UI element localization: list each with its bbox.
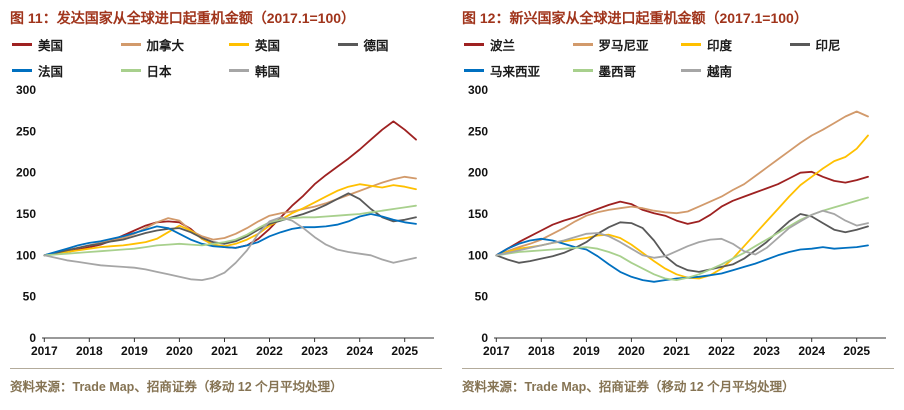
y-tick-label: 150 xyxy=(468,207,488,221)
legend-marker-icon xyxy=(229,43,249,46)
x-tick-label: 2018 xyxy=(528,344,555,358)
legend-label: 法国 xyxy=(38,65,64,79)
legend-developed: 美国 加拿大 英国 德国法国 日本 韩国 xyxy=(12,35,442,80)
y-tick-label: 200 xyxy=(16,166,36,180)
legend-label: 马来西亚 xyxy=(490,65,541,79)
legend-label: 加拿大 xyxy=(146,39,185,53)
legend-label: 日本 xyxy=(146,65,172,79)
y-tick-label: 250 xyxy=(468,124,488,138)
legend-item-3: 德国 xyxy=(337,35,443,54)
x-tick-label: 2019 xyxy=(121,344,148,358)
x-tick-label: 2023 xyxy=(753,344,780,358)
legend-label: 美国 xyxy=(38,39,64,53)
legend-item-3: 印尼 xyxy=(789,35,895,54)
x-tick-label: 2017 xyxy=(483,344,510,358)
x-tick-label: 2018 xyxy=(76,344,103,358)
legend-label: 越南 xyxy=(707,65,733,79)
legend-item-0: 波兰 xyxy=(464,35,569,54)
legend-item-2: 英国 xyxy=(229,35,334,54)
legend-item-4: 马来西亚 xyxy=(464,61,569,80)
legend-marker-icon xyxy=(464,43,484,46)
legend-marker-icon xyxy=(464,69,484,72)
x-tick-label: 2025 xyxy=(391,344,418,358)
series-line-3 xyxy=(43,192,417,257)
legend-label: 英国 xyxy=(255,39,281,53)
x-tick-label: 2024 xyxy=(346,344,373,358)
legend-marker-icon xyxy=(789,43,810,46)
y-tick-label: 50 xyxy=(23,290,37,304)
x-tick-label: 2024 xyxy=(798,344,825,358)
series-line-5 xyxy=(43,204,417,257)
series-line-4 xyxy=(43,213,417,257)
y-tick-label: 150 xyxy=(16,207,36,221)
y-tick-label: 50 xyxy=(475,290,489,304)
y-tick-label: 100 xyxy=(468,248,488,262)
y-tick-label: 0 xyxy=(29,331,36,345)
legend-item-1: 罗马尼亚 xyxy=(572,35,678,54)
legend-label: 墨西哥 xyxy=(598,65,637,79)
y-tick-label: 200 xyxy=(468,166,488,180)
chart-title-emerging: 图 12：新兴国家从全球进口起重机金额（2017.1=100） xyxy=(462,10,808,26)
legend-marker-icon xyxy=(120,69,141,72)
x-tick-label: 2023 xyxy=(301,344,328,358)
series-line-2 xyxy=(43,183,417,257)
series-line-0 xyxy=(495,170,869,257)
y-tick-label: 250 xyxy=(16,124,36,138)
legend-marker-icon xyxy=(120,43,141,46)
legend-marker-icon xyxy=(337,43,358,46)
x-tick-label: 2022 xyxy=(708,344,735,358)
legend-marker-icon xyxy=(681,69,701,72)
legend-item-6: 韩国 xyxy=(229,61,334,80)
y-tick-label: 100 xyxy=(16,248,36,262)
x-tick-label: 2020 xyxy=(618,344,645,358)
legend-marker-icon xyxy=(572,69,593,72)
legend-emerging: 波兰 罗马尼亚 印度 印尼马来西亚 墨西哥 越南 xyxy=(464,35,894,80)
legend-marker-icon xyxy=(229,69,249,72)
legend-marker-icon xyxy=(12,69,32,72)
x-tick-label: 2017 xyxy=(31,344,58,358)
x-tick-label: 2025 xyxy=(843,344,870,358)
source-note-emerging: 资料来源：Trade Map、招商证券（移动 12 个月平均处理） xyxy=(462,368,894,395)
legend-label: 德国 xyxy=(363,39,389,53)
chart-panel-emerging: 图 12：新兴国家从全球进口起重机金额（2017.1=100） 波兰 罗马尼亚 印度… xyxy=(452,0,904,410)
x-tick-label: 2021 xyxy=(663,344,690,358)
x-tick-label: 2021 xyxy=(211,344,238,358)
legend-item-2: 印度 xyxy=(681,35,786,54)
legend-marker-icon xyxy=(12,43,32,46)
legend-label: 波兰 xyxy=(490,39,516,53)
y-tick-label: 0 xyxy=(481,331,488,345)
legend-item-4: 法国 xyxy=(12,61,117,80)
legend-item-1: 加拿大 xyxy=(120,35,226,54)
legend-item-6: 越南 xyxy=(681,61,786,80)
series-line-6 xyxy=(43,216,417,282)
legend-label: 印尼 xyxy=(815,39,841,53)
source-note-developed: 资料来源：Trade Map、招商证券（移动 12 个月平均处理） xyxy=(10,368,442,395)
legend-item-5: 墨西哥 xyxy=(572,61,678,80)
x-tick-label: 2019 xyxy=(573,344,600,358)
chart-title-developed: 图 11：发达国家从全球进口起重机金额（2017.1=100） xyxy=(10,10,356,26)
series-line-6 xyxy=(495,209,869,259)
x-tick-label: 2020 xyxy=(166,344,193,358)
legend-label: 罗马尼亚 xyxy=(598,39,649,53)
chart-panel-developed: 图 11：发达国家从全球进口起重机金额（2017.1=100） 美国 加拿大 英国 德… xyxy=(10,10,442,395)
legend-label: 印度 xyxy=(707,39,733,53)
legend-marker-icon xyxy=(572,43,593,46)
legend-item-5: 日本 xyxy=(120,61,226,80)
series-line-3 xyxy=(495,213,869,273)
legend-marker-icon xyxy=(681,43,701,46)
y-tick-label: 300 xyxy=(468,83,488,97)
series-line-1 xyxy=(495,110,869,257)
y-tick-label: 300 xyxy=(16,83,36,97)
legend-item-0: 美国 xyxy=(12,35,117,54)
x-tick-label: 2022 xyxy=(256,344,283,358)
chart-canvas-emerging: 0 50 100 150 200 250 300 2017 2018 2019 2020 2021 20… xyxy=(468,83,886,358)
legend-label: 韩国 xyxy=(255,65,281,79)
chart-canvas-developed: 0 50 100 150 200 250 300 2017 2018 2019 2020 2021 20… xyxy=(16,83,434,358)
